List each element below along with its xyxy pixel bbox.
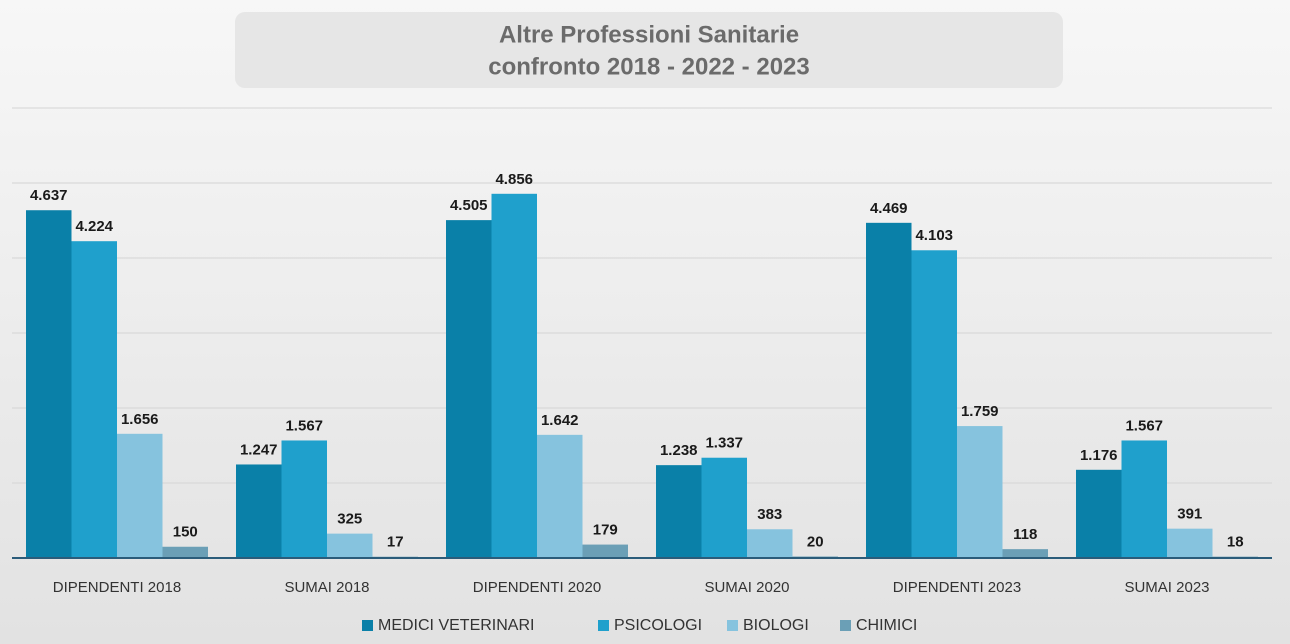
data-label: 4.103 [915, 227, 953, 244]
data-label: 1.567 [285, 417, 323, 434]
x-tick-label: DIPENDENTI 2023 [893, 579, 1021, 596]
bar [911, 250, 957, 558]
bar [701, 457, 747, 558]
bar [1167, 528, 1213, 558]
bar [537, 434, 583, 558]
x-tick-label: SUMAI 2020 [704, 579, 789, 596]
data-label: 4.505 [450, 197, 488, 214]
data-label: 4.224 [75, 218, 113, 235]
bar [162, 546, 208, 558]
data-label: 1.642 [541, 412, 579, 429]
data-label: 1.656 [121, 411, 159, 428]
bar [71, 241, 117, 558]
data-label: 179 [593, 522, 618, 539]
data-label: 118 [1013, 526, 1037, 543]
data-label: 1.759 [961, 403, 999, 420]
legend-swatch [362, 620, 373, 631]
bar [1002, 549, 1048, 558]
data-label: 17 [387, 534, 404, 551]
bar [327, 533, 373, 558]
bar [866, 222, 912, 558]
bar [1076, 469, 1122, 558]
x-tick-label: SUMAI 2018 [284, 579, 369, 596]
data-label: 18 [1227, 534, 1244, 551]
data-label: 391 [1177, 506, 1202, 523]
bar [117, 433, 163, 558]
bar [236, 464, 282, 558]
bar [281, 440, 327, 558]
chart-title: confronto 2018 - 2022 - 2023 [488, 53, 809, 80]
data-label: 383 [757, 506, 782, 523]
data-label: 1.567 [1125, 417, 1163, 434]
bar [446, 220, 492, 558]
data-label: 1.176 [1080, 447, 1118, 464]
bar [491, 193, 537, 559]
data-label: 150 [173, 524, 198, 541]
chart-title: Altre Professioni Sanitarie [499, 21, 799, 48]
legend-label: MEDICI VETERINARI [378, 617, 534, 634]
data-label: 1.337 [705, 435, 743, 452]
legend-swatch [598, 620, 609, 631]
data-label: 1.247 [240, 441, 278, 458]
legend-label: PSICOLOGI [614, 617, 702, 634]
bar [656, 465, 702, 558]
data-label: 4.469 [870, 200, 908, 217]
data-label: 1.238 [660, 442, 698, 459]
data-label: 4.856 [495, 171, 533, 188]
x-tick-label: DIPENDENTI 2018 [53, 579, 181, 596]
legend-swatch [727, 620, 738, 631]
x-tick-label: DIPENDENTI 2020 [473, 579, 601, 596]
bar [1121, 440, 1167, 558]
data-label: 4.637 [30, 187, 68, 204]
data-label: 20 [807, 533, 824, 550]
legend-swatch [840, 620, 851, 631]
bar [957, 426, 1003, 558]
x-tick-label: SUMAI 2023 [1124, 579, 1209, 596]
legend-label: BIOLOGI [743, 617, 809, 634]
legend-label: CHIMICI [856, 617, 917, 634]
title-box [235, 12, 1063, 88]
bar [26, 210, 72, 558]
bar [582, 544, 628, 558]
bar [747, 529, 793, 558]
data-label: 325 [337, 511, 362, 528]
